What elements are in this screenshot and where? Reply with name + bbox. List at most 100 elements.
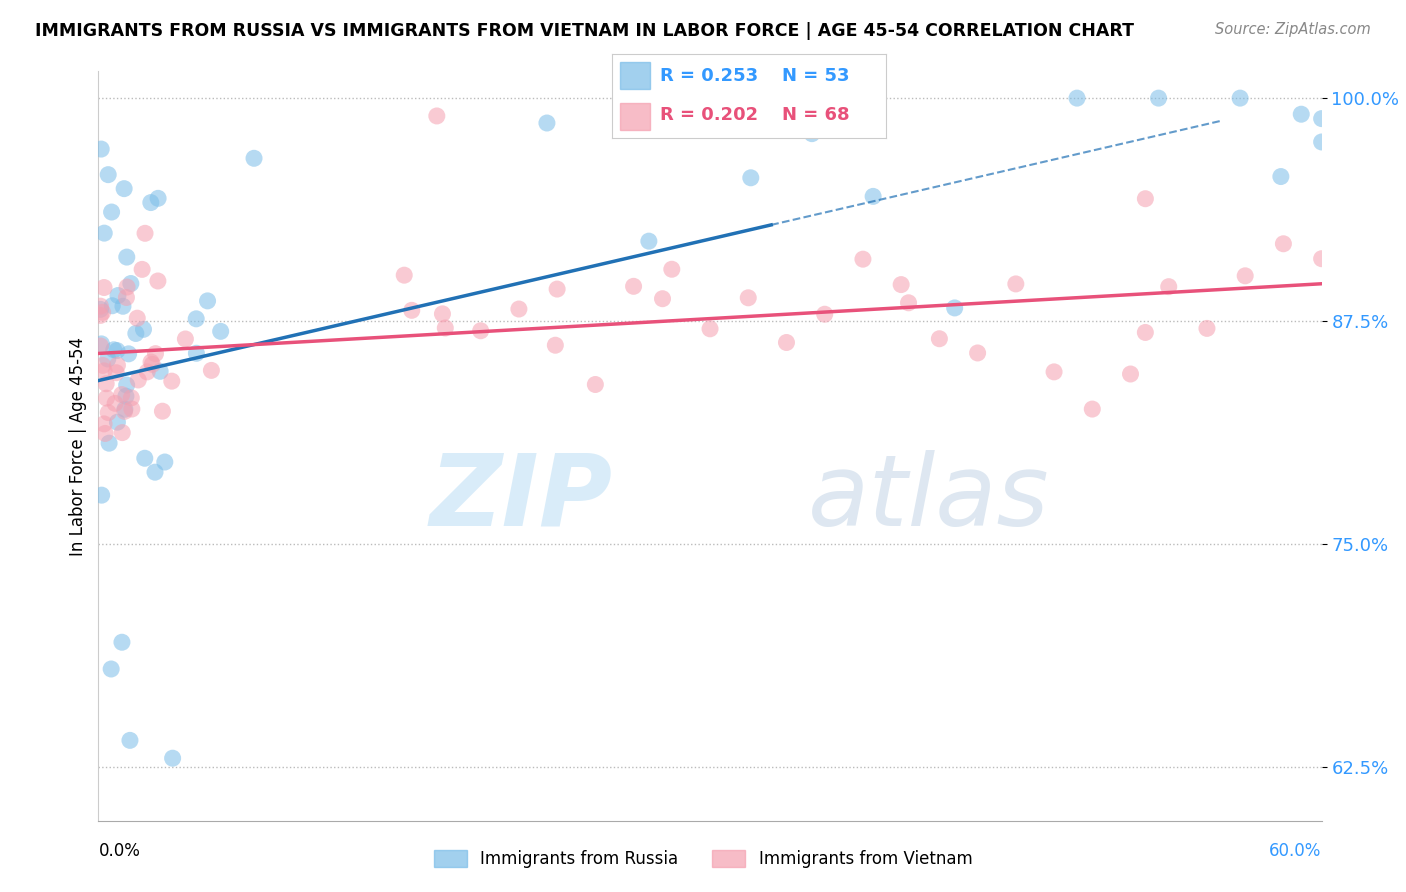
Point (141, 357, 163, 371)
Point (852, 252, 875, 267)
Point (890, 277, 912, 292)
Point (93, 226, 115, 240)
Point (134, 227, 156, 241)
Text: atlas: atlas (808, 450, 1049, 547)
Point (115, 291, 138, 305)
Text: IMMIGRANTS FROM RUSSIA VS IMMIGRANTS FROM VIETNAM IN LABOR FORCE | AGE 45-54 COR: IMMIGRANTS FROM RUSSIA VS IMMIGRANTS FRO… (35, 22, 1135, 40)
Point (1043, 365, 1066, 379)
Point (966, 346, 988, 360)
Point (434, 321, 457, 335)
Point (651, 292, 673, 306)
Point (814, 307, 837, 321)
Point (104, 396, 127, 410)
Point (121, 402, 143, 417)
Point (139, 355, 162, 369)
Point (862, 189, 884, 203)
Point (107, 415, 129, 429)
Point (1310, 135, 1333, 149)
Point (111, 299, 134, 313)
Point (112, 181, 135, 195)
Point (943, 301, 966, 315)
Point (105, 343, 128, 358)
Point (1004, 277, 1026, 291)
Point (699, 322, 721, 336)
Point (127, 373, 149, 387)
Point (146, 191, 169, 205)
Point (146, 274, 169, 288)
Point (153, 455, 176, 469)
Point (118, 733, 141, 747)
Point (775, 335, 797, 350)
Point (107, 288, 129, 302)
Point (90, 142, 112, 156)
Point (114, 404, 136, 418)
Point (1066, 91, 1088, 105)
Point (120, 277, 142, 291)
Point (111, 425, 134, 440)
Point (131, 262, 153, 277)
Point (90, 337, 112, 351)
Point (107, 358, 129, 372)
Point (544, 338, 567, 352)
Point (101, 299, 124, 313)
Legend: Immigrants from Russia, Immigrants from Vietnam: Immigrants from Russia, Immigrants from … (427, 843, 979, 875)
Point (897, 295, 920, 310)
Point (432, 307, 454, 321)
Point (243, 151, 266, 165)
Point (89, 302, 111, 317)
Point (197, 293, 219, 308)
Point (661, 262, 683, 277)
Point (1135, 326, 1157, 340)
Point (1272, 236, 1295, 251)
Point (115, 389, 138, 403)
Point (127, 311, 149, 326)
Point (623, 279, 645, 293)
Text: R = 0.253: R = 0.253 (659, 68, 758, 86)
Point (103, 343, 125, 357)
Point (1229, 91, 1251, 105)
Text: 60.0%: 60.0% (1270, 842, 1322, 860)
Point (96, 391, 118, 405)
Point (139, 195, 162, 210)
Point (546, 282, 568, 296)
Text: N = 53: N = 53 (782, 68, 849, 86)
Point (470, 324, 492, 338)
Point (1135, 192, 1157, 206)
Point (115, 280, 138, 294)
Point (801, 127, 824, 141)
Point (928, 332, 950, 346)
Point (93, 417, 115, 431)
Bar (620, 103, 650, 130)
Point (100, 205, 122, 219)
Point (111, 387, 134, 401)
Point (98, 436, 121, 450)
Point (96, 376, 118, 391)
Point (97, 351, 120, 366)
Point (89, 339, 111, 353)
Point (426, 109, 449, 123)
Point (90, 488, 112, 502)
Point (1234, 268, 1257, 283)
Point (97, 168, 120, 182)
Point (1270, 169, 1292, 184)
Point (89, 299, 111, 313)
Point (149, 364, 172, 378)
Point (583, 377, 606, 392)
Point (117, 347, 139, 361)
Point (122, 876, 145, 890)
Point (174, 332, 197, 346)
Text: N = 68: N = 68 (782, 106, 849, 124)
Point (100, 662, 122, 676)
Point (186, 346, 208, 360)
Point (120, 391, 142, 405)
Point (1081, 402, 1104, 417)
Point (93, 364, 115, 378)
Point (536, 116, 558, 130)
Text: ZIP: ZIP (429, 450, 612, 547)
Point (125, 326, 148, 341)
Point (91, 305, 114, 319)
Point (114, 402, 136, 417)
Point (209, 324, 232, 338)
Text: R = 0.202: R = 0.202 (659, 106, 758, 124)
Point (115, 250, 138, 264)
